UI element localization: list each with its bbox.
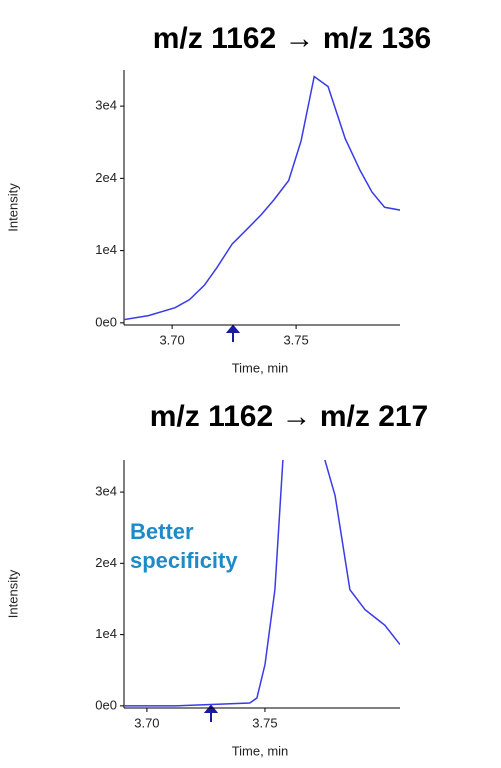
x-axis-label: Time, min [232, 743, 289, 758]
y-tick-label: 2e4 [95, 170, 117, 185]
y-tick-label: 1e4 [95, 242, 117, 257]
data-line [124, 75, 400, 321]
y-tick-label: 1e4 [95, 626, 117, 641]
x-axis-label: Time, min [232, 360, 289, 375]
annotation: Better specificity [130, 519, 238, 573]
y-tick-label: 0e0 [95, 697, 117, 712]
y-tick-label: 3e4 [95, 484, 117, 499]
chart-title: m/z 1162 → m/z 136 [153, 22, 432, 55]
y-tick-label: 3e4 [95, 98, 117, 113]
arrow-marker [225, 324, 241, 342]
x-tick-label: 3.75 [283, 332, 308, 347]
y-tick-label: 0e0 [95, 314, 117, 329]
x-tick-label: 3.70 [159, 332, 184, 347]
chart-title: m/z 1162 → m/z 217 [150, 400, 429, 433]
x-tick-label: 3.70 [134, 715, 159, 730]
arrow-marker [203, 704, 219, 722]
x-tick-label: 3.75 [252, 715, 277, 730]
y-axis-label: Intensity [5, 183, 20, 232]
y-axis-label: Intensity [5, 569, 20, 618]
data-line [124, 460, 400, 707]
y-tick-label: 2e4 [95, 555, 117, 570]
